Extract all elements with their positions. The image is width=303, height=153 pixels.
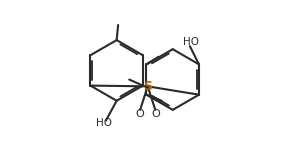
- Text: O: O: [136, 109, 145, 119]
- Text: HO: HO: [96, 119, 112, 129]
- Text: S: S: [143, 80, 152, 93]
- Text: O: O: [151, 109, 160, 119]
- Text: HO: HO: [183, 37, 199, 47]
